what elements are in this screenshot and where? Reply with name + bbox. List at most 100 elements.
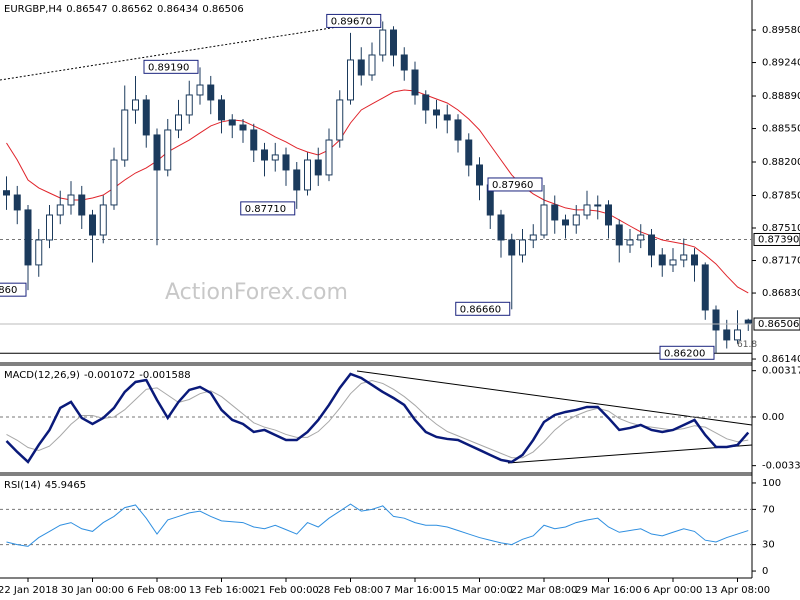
price-annotation: 0.87710 [245,204,286,215]
header-title: EURGBP,H4 [4,4,62,15]
candle-body [357,59,365,76]
candle-body [13,194,21,211]
candle-body [562,219,569,226]
level-label-box [753,232,800,246]
y-tick-label: 0.89580 [762,25,800,36]
price-annotation: 0.89190 [148,62,189,73]
price-annotation: 0.86860 [0,285,17,296]
candle-body [207,84,215,101]
panel-header: EURGBP,H4 0.86547 0.86562 0.86434 0.86506 [4,4,244,15]
header-value: 0.86434 [157,4,198,15]
candle-body [121,109,129,161]
price-annotation-box [143,59,199,74]
candle-body [46,214,53,241]
candle-body [669,259,677,266]
x-tick-label: 30 Jan 00:00 [61,585,124,596]
candle-body [605,204,612,226]
candle-body [615,224,623,246]
price-annotation: 0.89670 [331,16,372,27]
y-tick-label: 0.86830 [762,288,800,299]
candle-body [99,204,107,236]
header-value: 0.86506 [202,4,243,15]
y-tick-label: 100 [762,478,781,489]
trend-line [0,19,383,81]
candle-body [422,94,430,111]
candle-body [153,134,161,171]
candle-body [744,319,752,325]
candle-body [519,239,526,256]
candle-body [185,94,193,116]
y-tick-label: 0.88550 [762,124,800,135]
x-tick-label: 13 Feb 16:00 [189,585,255,596]
y-tick-label: -0.003344 [762,461,800,472]
price-annotation-box [455,301,511,316]
candle-body [293,169,301,191]
level-label: 0.87390 [758,234,799,245]
indicator-line [6,503,749,547]
header-value: 45.9465 [45,480,86,491]
price-annotation-box [240,201,296,216]
watermark: ActionForex.com [165,280,348,305]
price-annotation: 0.86200 [664,348,705,359]
panel-header: MACD(12,26,9) -0.001072 -0.001588 [4,370,191,381]
y-tick-label: 0.00 [762,412,784,423]
candle-body [411,69,419,96]
price-annotation: 0.86660 [460,304,501,315]
panel-header: RSI(14) 45.9465 [4,480,86,491]
candle-body [196,84,204,96]
candle-body [529,234,537,241]
candle-body [454,119,462,141]
y-tick-label: 0.88890 [762,91,800,102]
candle-body [67,194,75,206]
header-title: MACD(12,26,9) [4,370,80,381]
last-price-box [753,317,800,331]
fib-label: 61.8 [737,340,757,350]
candle-body [433,109,440,116]
candle-body [314,159,322,176]
candle-body [368,54,376,76]
y-tick-label: 0.89240 [762,58,800,69]
signal-line [6,380,749,459]
candle-body [336,99,344,141]
candle-body [271,154,279,161]
candle-body [648,234,655,256]
candle-body [626,239,634,246]
price-annotation: 0.87960 [492,180,533,191]
y-tick-label: 0.87850 [762,190,800,201]
price-annotation-box [659,345,715,360]
candle-body [723,329,731,341]
y-tick-label: 0.87170 [762,256,800,267]
header-value: 0.86562 [112,4,153,15]
candle-body [218,99,225,121]
candle-body [508,239,516,256]
x-tick-label: 22 Jan 2018 [0,585,58,596]
candle-body [476,164,483,186]
candle-body [24,209,32,266]
candle-body [701,264,709,311]
candle-body [734,329,741,341]
candle-body [239,124,247,131]
x-tick-label: 6 Apr 00:00 [644,585,703,596]
trend-line [507,444,753,464]
candle-body [400,54,408,71]
candle-body [261,149,268,161]
moving-average [6,89,749,294]
candle-body [56,204,64,216]
indicator-line [5,372,750,464]
candle-body [497,214,505,241]
candle-body [658,254,666,266]
candle-body [465,139,473,166]
candle-body [89,214,96,236]
candle-body [583,204,591,216]
candle-body [228,119,236,126]
candle-body [572,214,580,226]
x-tick-label: 22 Mar 08:00 [511,585,578,596]
candle-body [680,254,688,261]
candle-body [637,234,645,241]
candle-body [379,29,387,56]
y-tick-label: 0.88200 [762,157,800,168]
candle-body [304,159,311,191]
y-tick-label: 0.87510 [762,223,800,234]
